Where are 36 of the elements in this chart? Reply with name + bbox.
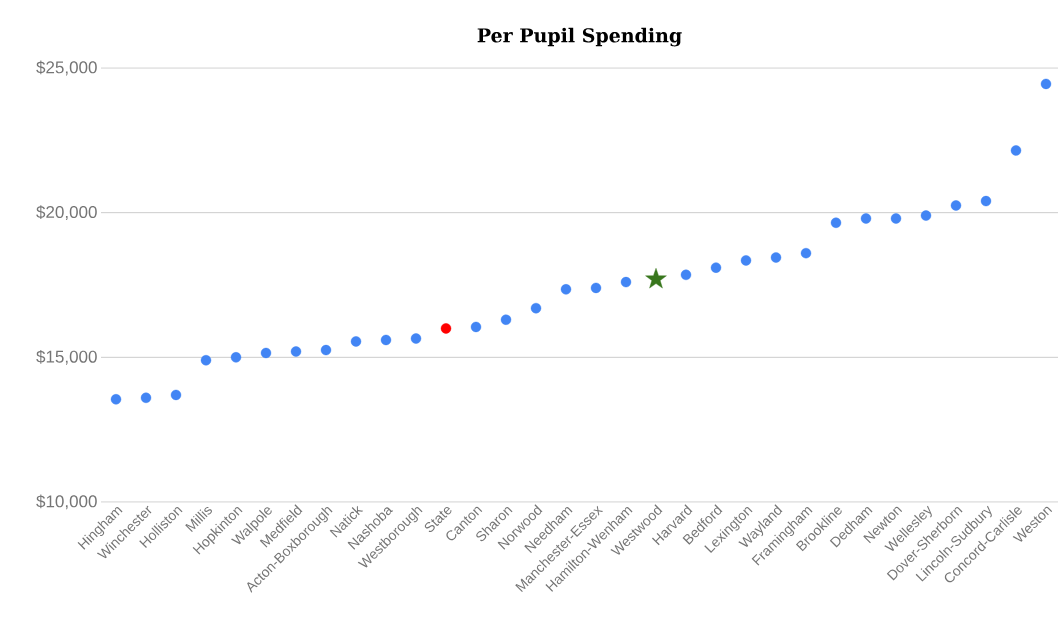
y-tick-label: $15,000 [36,349,97,365]
point [260,347,272,359]
point [680,269,692,281]
point [770,252,782,263]
point [800,247,812,259]
point [980,195,992,207]
point [590,282,602,294]
point [530,302,542,314]
point [440,323,452,334]
point [740,255,752,266]
point [470,321,482,333]
point [560,284,572,295]
point [860,213,872,224]
point [920,210,932,221]
point [500,314,512,325]
point [290,346,302,357]
point [620,276,632,288]
point [710,262,722,273]
point [230,352,242,363]
point [1010,145,1022,156]
point [1040,78,1052,90]
point [830,217,842,228]
point [320,344,332,356]
point [200,355,212,366]
point [950,200,962,211]
y-tick-label: $25,000 [36,60,97,76]
point [410,333,422,344]
point [350,336,362,347]
y-tick-label: $20,000 [36,205,97,221]
point [170,389,182,401]
point [890,213,902,224]
point [380,334,392,346]
point [140,392,152,404]
point [110,394,122,405]
point [645,268,667,289]
chart-title: Per Pupil Spending [477,27,682,47]
